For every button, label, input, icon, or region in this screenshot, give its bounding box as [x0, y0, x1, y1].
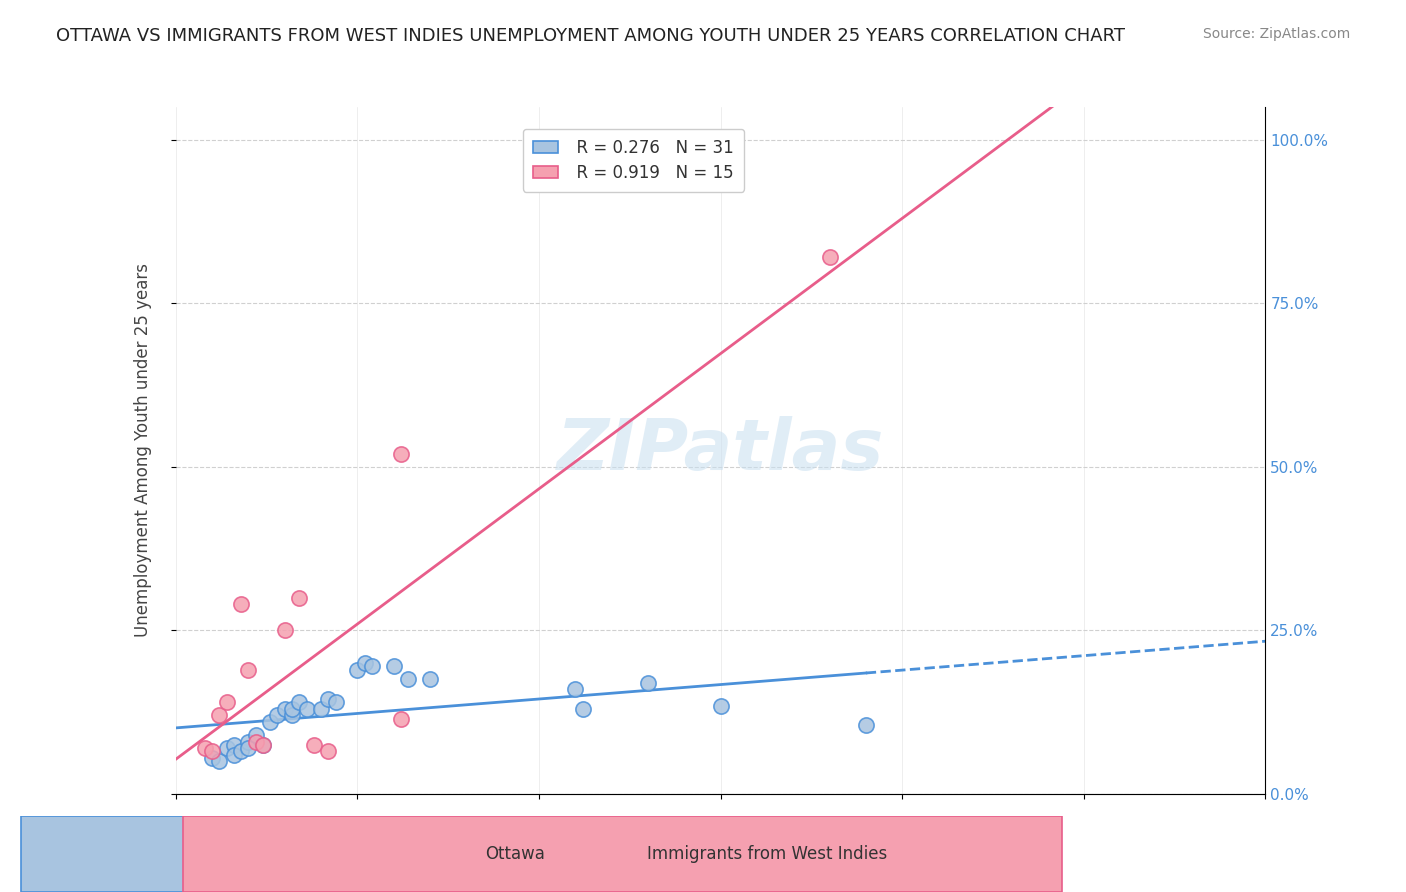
Point [281, 708, 304, 723]
Point [353, 656, 375, 670]
Point [318, 692, 340, 706]
Point [245, 734, 267, 748]
Point [302, 738, 325, 752]
Point [274, 624, 297, 638]
Point [346, 663, 368, 677]
Point [281, 702, 304, 716]
Point [238, 734, 260, 748]
Point [215, 741, 238, 756]
Point [571, 702, 593, 716]
Point [288, 591, 311, 605]
Point [231, 597, 253, 611]
Point [325, 695, 347, 709]
Text: OTTAWA VS IMMIGRANTS FROM WEST INDIES UNEMPLOYMENT AMONG YOUTH UNDER 25 YEARS CO: OTTAWA VS IMMIGRANTS FROM WEST INDIES UN… [56, 27, 1125, 45]
FancyBboxPatch shape [183, 816, 1062, 892]
Point [274, 702, 297, 716]
Point [309, 702, 332, 716]
Point [396, 673, 419, 687]
Point [238, 663, 260, 677]
Legend:   R = 0.276   N = 31,   R = 0.919   N = 15: R = 0.276 N = 31, R = 0.919 N = 15 [523, 129, 744, 192]
Text: Ottawa: Ottawa [485, 845, 546, 863]
Point [252, 738, 274, 752]
FancyBboxPatch shape [21, 816, 900, 892]
Text: ZIPatlas: ZIPatlas [557, 416, 884, 485]
Text: Immigrants from West Indies: Immigrants from West Indies [666, 842, 907, 860]
Point [238, 741, 260, 756]
Point [201, 744, 224, 758]
Text: Ottawa: Ottawa [557, 842, 617, 860]
Text: Immigrants from West Indies: Immigrants from West Indies [647, 845, 887, 863]
Point [637, 675, 659, 690]
Text: Source: ZipAtlas.com: Source: ZipAtlas.com [1202, 27, 1350, 41]
Y-axis label: Unemployment Among Youth under 25 years: Unemployment Among Youth under 25 years [134, 263, 152, 638]
Point [208, 708, 231, 723]
Point [295, 702, 318, 716]
Point [419, 673, 441, 687]
Point [252, 738, 274, 752]
Point [222, 738, 245, 752]
Point [564, 682, 586, 697]
Point [231, 744, 253, 758]
Point [360, 659, 382, 673]
Point [855, 718, 877, 732]
Point [818, 251, 841, 265]
Point [222, 747, 245, 762]
Point [201, 751, 224, 765]
Point [389, 447, 412, 461]
Text: 0.0%: 0.0% [176, 822, 218, 839]
Point [318, 744, 340, 758]
Point [710, 698, 733, 713]
Point [194, 741, 217, 756]
Point [266, 708, 288, 723]
Point [215, 695, 238, 709]
Point [389, 712, 412, 726]
Point [288, 695, 311, 709]
Point [259, 714, 281, 729]
Point [382, 659, 405, 673]
Point [245, 728, 267, 742]
Point [208, 754, 231, 768]
